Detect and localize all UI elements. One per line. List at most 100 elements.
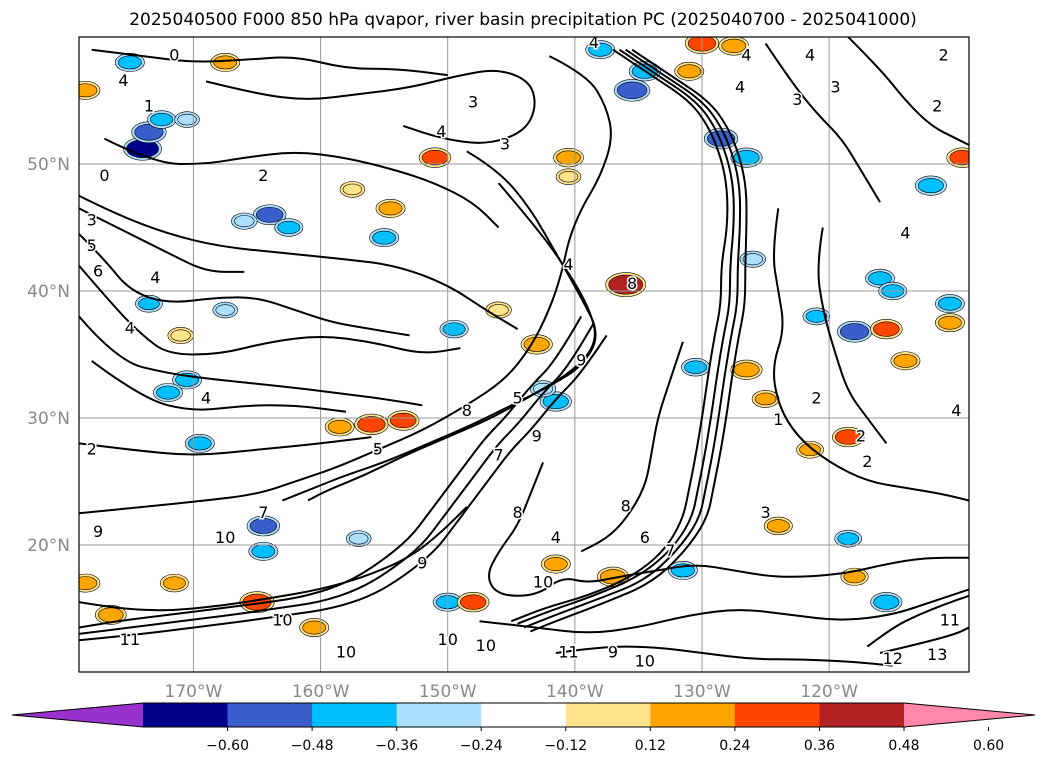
colorbar-tick-label: −0.48 (291, 738, 334, 754)
contour-label: 11 (940, 611, 960, 630)
precip-blob (799, 443, 821, 457)
precip-blob (251, 544, 276, 559)
contour-line (79, 436, 372, 456)
precip-blob (327, 419, 352, 434)
contour-label: 8 (627, 274, 637, 293)
contour-label: 0 (99, 166, 109, 185)
contour-label: 3 (468, 93, 478, 112)
precip-blob (542, 393, 569, 409)
precip-blob (742, 253, 763, 266)
precip-blob (249, 518, 278, 534)
lon-tick-labels: 170°W 160°W 150°W 140°W 130°W 120°W (165, 682, 859, 702)
contour-line (79, 207, 245, 273)
precip-blob (837, 532, 860, 545)
contour-line (555, 645, 893, 667)
precip-blob (277, 220, 301, 235)
contour-label: 8 (462, 401, 472, 420)
contour-label: 4 (589, 33, 599, 52)
precip-blob (372, 230, 397, 245)
contour-line (79, 233, 410, 337)
contour-label: 8 (621, 496, 631, 515)
contour-label: 2 (87, 439, 97, 458)
colorbar-extend-high (904, 703, 1035, 727)
contour-label: 4 (741, 46, 751, 65)
precip-blob (721, 38, 747, 54)
contour-label: 10 (336, 642, 356, 661)
colorbar-tick-label: −0.60 (206, 738, 249, 754)
precip-blob (556, 150, 581, 165)
colorbar-tick-label: 0.60 (973, 738, 1004, 754)
contour-label: 5 (87, 236, 97, 255)
precip-blob (156, 385, 180, 400)
contour-line (479, 588, 969, 634)
colorbar-tick-label: −0.24 (460, 738, 503, 754)
precip-blob (488, 304, 509, 316)
precip-blob (134, 123, 164, 141)
map-frame (78, 36, 970, 673)
contour-label: 10 (215, 528, 235, 547)
contour-label: 8 (513, 503, 523, 522)
contour-label: 9 (417, 554, 427, 573)
colorbar: −0.60 −0.48 −0.36 −0.24 −0.12 0.12 0.24 0.36 0.4… (11, 702, 1036, 754)
contour-label: 1 (773, 410, 783, 429)
contour-label: 9 (93, 522, 103, 541)
contour-label: 7 (665, 541, 675, 560)
precip-blob (608, 274, 644, 295)
contour-label: 9 (608, 642, 618, 661)
colorbar-segment (734, 703, 820, 727)
colorbar-tick-label: 0.12 (635, 738, 666, 754)
colorbar-extend-low (12, 703, 143, 727)
precip-blob (766, 519, 790, 533)
contour-label: 1 (144, 96, 154, 115)
contour-label: 12 (883, 649, 903, 668)
contour-label: 2 (258, 166, 268, 185)
contour-label: 10 (635, 651, 655, 670)
colorbar-segment (819, 703, 905, 727)
contour-label: 3 (760, 503, 770, 522)
colorbar-outline (11, 702, 1036, 728)
precip-blob (256, 206, 284, 223)
contour-label: 7 (493, 446, 503, 465)
contour-label: 2 (932, 96, 942, 115)
colorbar-segment (227, 703, 313, 727)
contour-label: 4 (125, 319, 135, 338)
contour-label: 4 (951, 401, 961, 420)
contour-label: 4 (150, 268, 160, 287)
contour-label: 6 (640, 528, 650, 547)
precip-blob (389, 412, 417, 429)
precip-blob (805, 310, 828, 323)
precip-blob (442, 322, 466, 336)
contour-label: 4 (201, 388, 211, 407)
contour-label: 3 (792, 90, 802, 109)
contour-label: 4 (735, 77, 745, 96)
contour-label: 2 (856, 427, 866, 446)
contour-line (866, 594, 969, 648)
contour-line (79, 506, 468, 612)
precip-blob (357, 416, 386, 433)
lat-tick-label: 20°N (27, 536, 70, 556)
contour-label: 4 (551, 528, 561, 547)
precip-blob (187, 436, 212, 451)
contour-line (879, 626, 969, 654)
contour-line (523, 48, 742, 629)
precip-blob (917, 178, 944, 194)
precip-blob (378, 201, 403, 216)
precip-blob (349, 532, 369, 545)
colorbar-segment (143, 703, 229, 727)
contour-label: 2 (862, 452, 872, 471)
chart-title: 2025040500 F000 850 hPa qvapor, river ba… (129, 10, 917, 30)
contour-line (103, 137, 500, 229)
contour-label: 7 (258, 503, 268, 522)
lon-tick-label: 130°W (673, 682, 731, 702)
lat-tick-label: 40°N (27, 282, 70, 302)
contour-label: 4 (563, 255, 573, 274)
contour-label: 3 (500, 134, 510, 153)
contour-label: 10 (438, 630, 458, 649)
precip-blob (459, 594, 487, 610)
precip-blob (79, 576, 98, 590)
precip-blob (150, 112, 174, 127)
precip-blob (949, 150, 969, 166)
